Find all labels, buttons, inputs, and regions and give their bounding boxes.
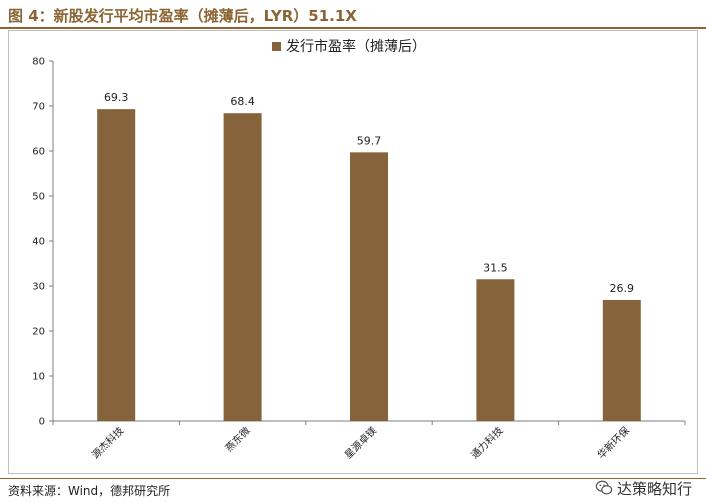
y-tick-label: 10 — [32, 372, 45, 383]
wechat-icon — [595, 480, 613, 495]
watermark: 达策略知行 — [595, 477, 692, 499]
data-label: 31.5 — [483, 261, 508, 274]
y-tick-label: 80 — [32, 57, 45, 68]
bar — [350, 152, 388, 421]
figure-title-bar: 图 4：新股发行平均市盈率（摊薄后，LYR）51.1X — [0, 0, 706, 30]
legend-label: 发行市盈率（摊薄后） — [286, 38, 426, 55]
y-tick-label: 20 — [32, 327, 45, 338]
y-tick-label: 0 — [39, 417, 45, 428]
x-tick-label: 燕东微 — [222, 424, 252, 454]
title-divider — [0, 27, 706, 29]
bar — [476, 279, 515, 421]
bar-chart: 0 10 20 30 40 50 60 70 80 69.3 源杰科技 68.4 燕东微 59.7 星源卓镁… — [32, 38, 686, 461]
y-tick-label: 70 — [32, 102, 45, 113]
data-label: 59.7 — [357, 134, 382, 147]
x-tick-label: 华新环保 — [594, 424, 631, 461]
y-tick-label: 30 — [32, 282, 45, 293]
y-tick-label: 60 — [32, 147, 45, 158]
data-label: 69.3 — [104, 91, 129, 104]
bar — [223, 113, 262, 421]
y-tick-label: 50 — [32, 192, 45, 203]
bottom-divider — [0, 478, 706, 479]
x-tick-label: 源杰科技 — [89, 424, 126, 461]
watermark-text: 达策略知行 — [616, 479, 692, 498]
bar — [602, 299, 641, 421]
chart-frame: 0 10 20 30 40 50 60 70 80 69.3 源杰科技 68.4 燕东微 59.7 星源卓镁… — [8, 30, 698, 474]
y-tick-label: 40 — [32, 237, 45, 248]
figure-title: 图 4：新股发行平均市盈率（摊薄后，LYR）51.1X — [8, 7, 357, 25]
data-label: 26.9 — [610, 282, 635, 295]
source-note: 资料来源：Wind，德邦研究所 — [8, 484, 171, 498]
legend-swatch — [272, 42, 281, 51]
data-label: 68.4 — [230, 95, 255, 108]
x-tick-label: 星源卓镁 — [342, 424, 379, 461]
bar — [97, 109, 136, 422]
x-tick-label: 通力科技 — [468, 424, 505, 461]
